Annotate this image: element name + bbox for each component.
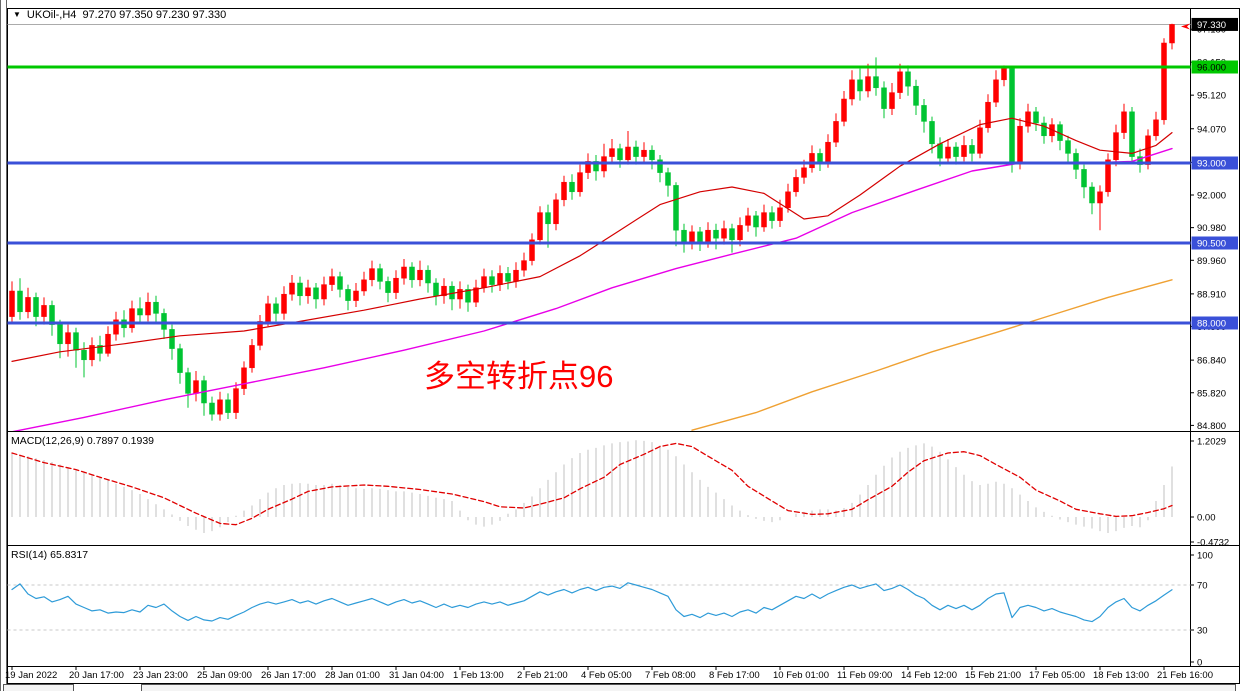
ohlc-readout: 97.270 97.350 97.230 97.330 (82, 9, 227, 21)
macd-current-values: 0.7897 0.1939 (86, 435, 155, 447)
rsi-current-value: 65.8317 (50, 549, 89, 561)
rsi-scale[interactable]: 100 70 30 0 (1190, 551, 1213, 669)
svg-text:21 Feb 16:00: 21 Feb 16:00 (1157, 670, 1213, 681)
svg-text:23 Jan 23:00: 23 Jan 23:00 (133, 670, 188, 681)
svg-text:97.330: 97.330 (1197, 20, 1226, 31)
svg-text:100: 100 (1197, 551, 1213, 562)
svg-text:1.2029: 1.2029 (1197, 437, 1226, 448)
svg-text:0.00: 0.00 (1197, 513, 1216, 524)
symbol-period-label: UKOil-,H4 (26, 9, 77, 21)
svg-text:7 Feb 08:00: 7 Feb 08:00 (645, 670, 696, 681)
rsi-panel[interactable] (7, 582, 1191, 631)
svg-text:8 Feb 17:00: 8 Feb 17:00 (709, 670, 760, 681)
macd-indicator-label: MACD(12,26,9) 0.7897 0.1939 (11, 435, 154, 447)
svg-text:17 Feb 05:00: 17 Feb 05:00 (1029, 670, 1085, 681)
rsi-indicator-label: RSI(14) 65.8317 (11, 549, 88, 561)
svg-text:92.000: 92.000 (1197, 191, 1226, 202)
svg-text:90.500: 90.500 (1197, 239, 1226, 250)
svg-text:89.960: 89.960 (1197, 256, 1226, 267)
price-arrow-icon (1181, 23, 1190, 30)
svg-text:2 Feb 21:00: 2 Feb 21:00 (517, 670, 568, 681)
svg-text:30: 30 (1197, 626, 1208, 637)
svg-text:11 Feb 09:00: 11 Feb 09:00 (837, 670, 892, 681)
time-axis[interactable]: 19 Jan 2022 20 Jan 17:00 23 Jan 23:00 25 Ja… (5, 666, 1213, 682)
svg-text:20 Jan 17:00: 20 Jan 17:00 (69, 670, 124, 681)
svg-text:18 Feb 13:00: 18 Feb 13:00 (1093, 670, 1149, 681)
svg-text:90.980: 90.980 (1197, 223, 1226, 234)
svg-text:96.000: 96.000 (1197, 63, 1226, 74)
price-scale[interactable]: 97.18096.15095.12094.07093.02092.00090.9… (1190, 17, 1239, 432)
svg-text:15 Feb 21:00: 15 Feb 21:00 (965, 670, 1021, 681)
svg-text:1 Feb 13:00: 1 Feb 13:00 (453, 670, 504, 681)
svg-text:95.120: 95.120 (1197, 91, 1226, 102)
chart-tab[interactable] (3, 684, 74, 691)
svg-text:25 Jan 09:00: 25 Jan 09:00 (197, 670, 252, 681)
svg-text:10 Feb 01:00: 10 Feb 01:00 (773, 670, 829, 681)
chart-tabs-strip (0, 684, 1241, 691)
svg-text:14 Feb 12:00: 14 Feb 12:00 (901, 670, 957, 681)
macd-panel[interactable] (11, 440, 1173, 533)
chart-title: ▼ UKOil-,H4 97.270 97.350 97.230 97.330 (13, 9, 226, 21)
svg-text:4 Feb 05:00: 4 Feb 05:00 (581, 670, 632, 681)
collapse-arrow-icon[interactable]: ▼ (13, 10, 21, 19)
svg-text:93.000: 93.000 (1197, 159, 1226, 170)
annotation-text: 多空转折点96 (424, 359, 614, 394)
svg-text:-0.4732: -0.4732 (1197, 538, 1229, 549)
chart-tab[interactable] (141, 684, 1236, 691)
svg-text:0: 0 (1197, 658, 1202, 669)
rsi-name: RSI(14) (11, 549, 48, 561)
svg-text:26 Jan 17:00: 26 Jan 17:00 (261, 670, 316, 681)
svg-text:84.800: 84.800 (1197, 421, 1226, 432)
macd-scale[interactable]: 1.2029 0.00 -0.4732 (1190, 437, 1230, 549)
macd-name: MACD(12,26,9) (11, 435, 84, 447)
svg-text:88.910: 88.910 (1197, 289, 1226, 300)
svg-text:70: 70 (1197, 581, 1208, 592)
svg-text:94.070: 94.070 (1197, 124, 1226, 135)
svg-text:31 Jan 04:00: 31 Jan 04:00 (389, 670, 444, 681)
horizontal-levels[interactable] (7, 65, 1191, 325)
svg-text:28 Jan 01:00: 28 Jan 01:00 (325, 670, 380, 681)
svg-text:88.000: 88.000 (1197, 319, 1226, 330)
svg-text:86.840: 86.840 (1197, 356, 1226, 367)
svg-text:19 Jan 2022: 19 Jan 2022 (5, 670, 57, 681)
svg-text:85.820: 85.820 (1197, 388, 1226, 399)
